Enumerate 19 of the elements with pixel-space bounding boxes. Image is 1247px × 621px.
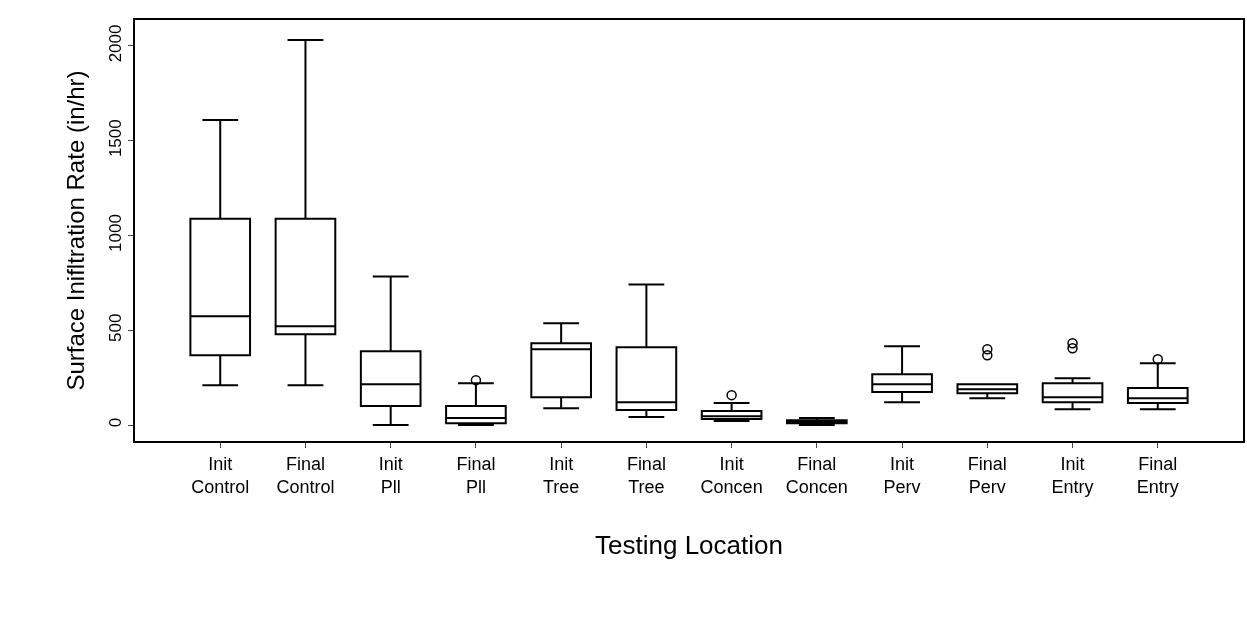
x-tick-label: Final Pll [456,453,496,497]
x-tick-label: Init Concen [700,453,763,497]
x-tick-label: Init Entry [1051,453,1094,497]
y-tick-label: 1500 [106,119,126,158]
x-tick-label: Init Perv [883,453,921,497]
x-tick-label: Final Tree [626,453,666,497]
x-tick-label: Init Pll [378,453,403,497]
y-tick-label: 500 [106,313,126,342]
y-tick-label: 1000 [106,214,126,252]
x-tick-label: Final Concen [785,453,848,497]
y-tick-label: 2000 [106,24,126,63]
x-tick-label: Init Control [191,453,250,497]
x-tick-label: Init Tree [542,453,580,497]
x-axis-title: Testing Location [595,530,783,561]
y-tick-label: 0 [106,417,126,428]
x-tick-label: Final Control [276,453,335,497]
y-axis-title: Surface Inifltration Rate (in/hr) [61,70,89,391]
x-tick-label: Final Entry [1136,453,1179,497]
x-tick-label: Final Perv [967,453,1007,497]
